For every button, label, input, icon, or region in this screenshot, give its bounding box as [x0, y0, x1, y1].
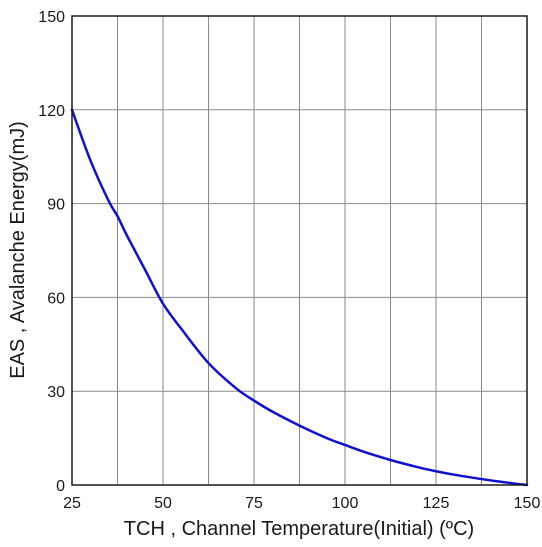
x-tick-label: 25 [63, 495, 81, 512]
x-tick-label: 125 [423, 495, 450, 512]
y-tick-label: 150 [38, 9, 65, 26]
x-tick-label: 50 [154, 495, 172, 512]
y-axis-label: EAS , Avalanche Energy(mJ) [7, 121, 29, 379]
y-tick-label: 90 [47, 197, 65, 214]
x-tick-label: 150 [514, 495, 541, 512]
tick-labels: 25 50 75 100 125 150 0 30 60 90 120 150 [38, 9, 540, 512]
y-tick-label: 120 [38, 103, 65, 120]
x-tick-label: 100 [332, 495, 359, 512]
x-axis-label: TCH , Channel Temperature(Initial) (ºC) [124, 518, 474, 540]
grid-lines [71, 15, 528, 486]
y-tick-label: 60 [47, 290, 65, 307]
series-line-avalanche-energy [70, 108, 529, 487]
y-tick-label: 0 [56, 478, 65, 495]
plot-frame [71, 15, 528, 486]
x-tick-label: 75 [245, 495, 263, 512]
y-tick-label: 30 [47, 384, 65, 401]
